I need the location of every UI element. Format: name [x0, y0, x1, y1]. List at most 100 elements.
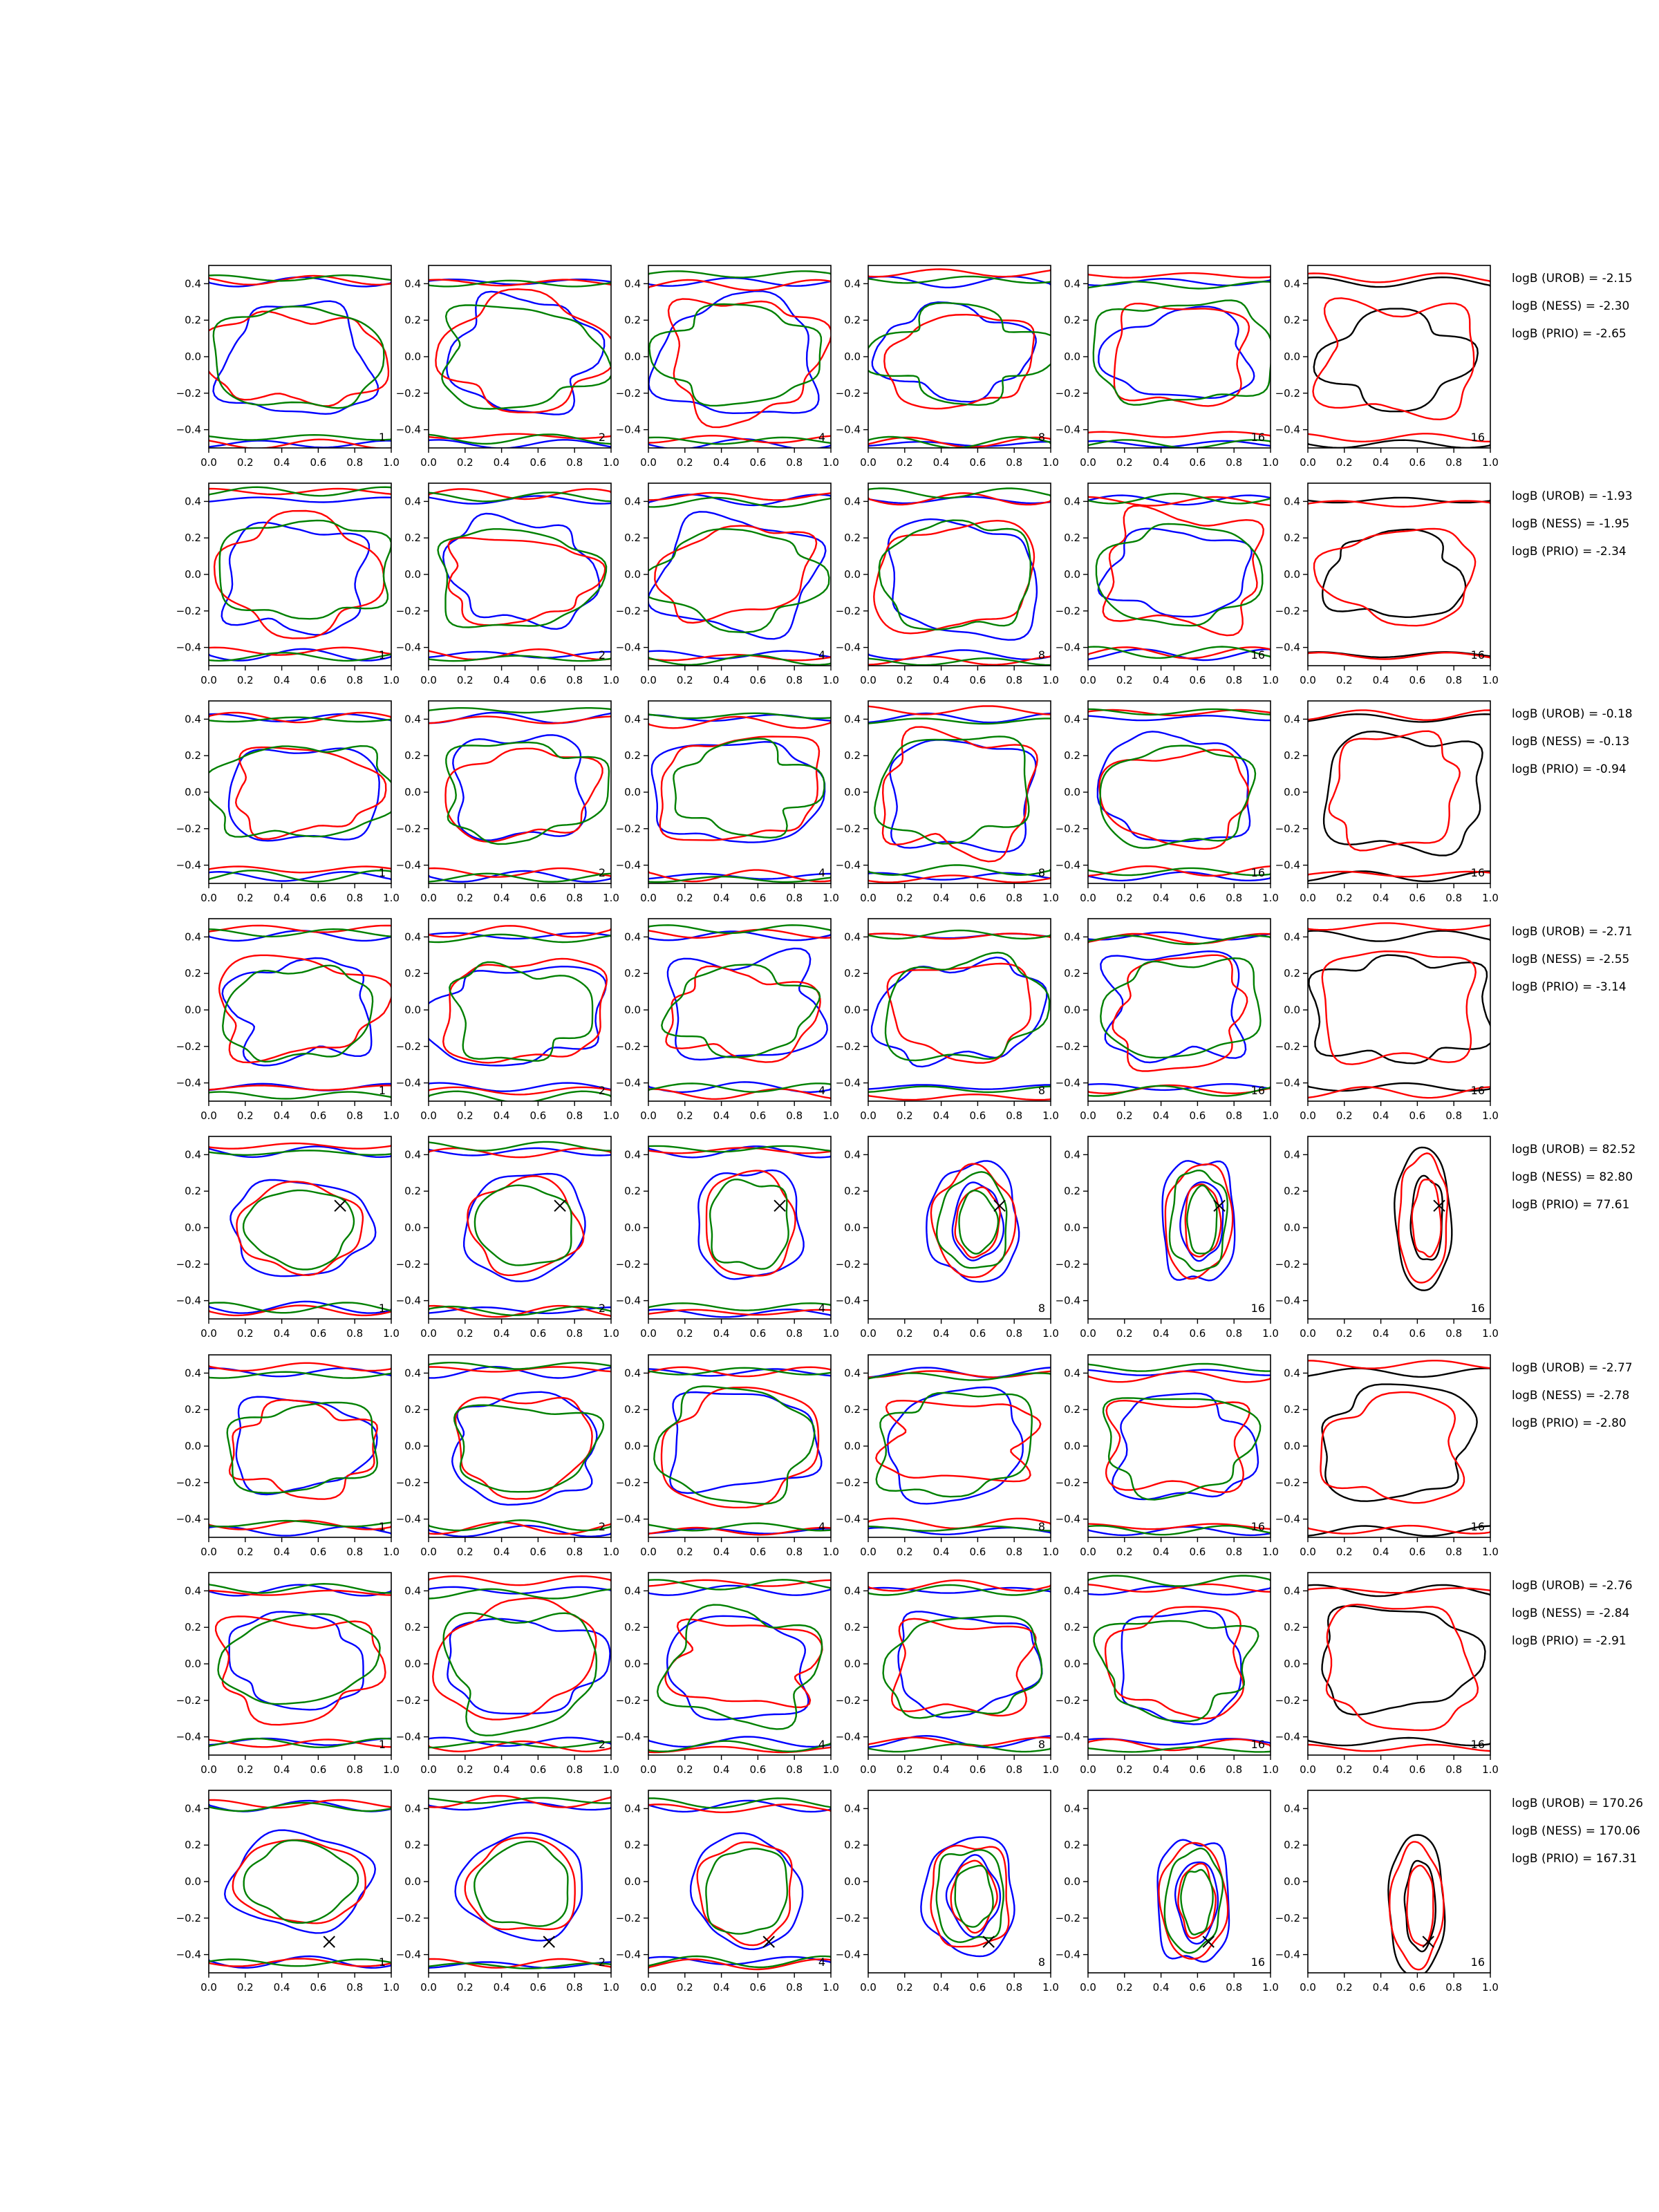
- green-contour: [1100, 957, 1262, 1059]
- red-contour: [429, 1521, 611, 1535]
- panel-label: 4: [818, 1302, 825, 1315]
- y-tick-label: −0.4: [176, 1077, 201, 1089]
- x-tick-label: 0.8: [1006, 1109, 1022, 1122]
- red-contour: [429, 433, 611, 440]
- x-tick-label: 0.8: [346, 892, 363, 904]
- red-contour: [665, 965, 821, 1063]
- black-contour: [1313, 308, 1479, 413]
- black-contour: [1308, 1584, 1490, 1597]
- x-tick-label: 1.0: [1262, 1546, 1279, 1558]
- blue-contour: [868, 1367, 1051, 1378]
- x-tick-label: 0.2: [457, 456, 474, 469]
- logB-annotations-row-4: logB (UROB) = -2.71 logB (NESS) = -2.55 lo…: [1512, 925, 1633, 994]
- x-tick-label: 0.6: [969, 456, 986, 469]
- green-contour: [958, 1190, 1000, 1255]
- y-tick-label: −0.4: [616, 641, 641, 654]
- x-tick-label: 0.8: [786, 1546, 803, 1558]
- y-tick-label: 0.2: [404, 1621, 421, 1633]
- red-contour: [1398, 1152, 1449, 1284]
- x-tick-label: 0.2: [1116, 456, 1133, 469]
- y-tick-label: 0.0: [1064, 1658, 1080, 1670]
- y-tick-label: 0.0: [844, 1658, 861, 1670]
- blue-contour: [221, 521, 371, 636]
- contour-group: [868, 1367, 1051, 1536]
- y-tick-label: −0.4: [616, 1949, 641, 1961]
- x-tick-label: 0.4: [494, 1763, 510, 1776]
- panel-r7-c1: 0.0 0.2 0.4 0.6 0.8 1.0 0.4 0.2 0.0 −0.2 −0.4 1: [176, 1572, 400, 1776]
- y-tick-label: 0.2: [1064, 532, 1080, 544]
- y-tick-label: −0.2: [1056, 387, 1080, 400]
- y-tick-label: 0.0: [185, 568, 201, 581]
- x-tick-label: 0.2: [897, 1546, 913, 1558]
- x-tick-label: 0.2: [237, 1763, 254, 1776]
- y-tick-label: −0.4: [176, 424, 201, 436]
- y-tick-label: 0.2: [844, 1185, 861, 1197]
- blue-contour: [666, 1615, 809, 1721]
- green-contour: [209, 1958, 391, 1967]
- panel-r4-c1: 0.0 0.2 0.4 0.6 0.8 1.0 0.4 0.2 0.0 −0.2 −0.4 1: [176, 918, 400, 1122]
- x-tick-label: 0.4: [274, 1109, 290, 1122]
- red-contour: [429, 925, 611, 938]
- y-tick-label: 0.0: [624, 568, 641, 581]
- x-tick-label: 0.6: [749, 1109, 766, 1122]
- y-tick-label: −0.4: [836, 1949, 861, 1961]
- red-contour: [648, 1309, 831, 1316]
- x-tick-label: 0.6: [1189, 1109, 1206, 1122]
- panel-label: 8: [1038, 1302, 1045, 1315]
- x-tick-label: 0.8: [1226, 1981, 1242, 1994]
- panel-r2-c2: 0.0 0.2 0.4 0.6 0.8 1.0 0.4 0.2 0.0 −0.2 −0.4 2: [396, 482, 619, 686]
- panel-label: 8: [1038, 1520, 1045, 1533]
- x-tick-label: 1.0: [1042, 1327, 1059, 1340]
- y-tick-label: 0.2: [844, 1839, 861, 1851]
- red-contour: [1411, 1179, 1442, 1258]
- y-tick-label: −0.2: [616, 823, 641, 835]
- panel-r5-c3: 0.0 0.2 0.4 0.6 0.8 1.0 0.4 0.2 0.0 −0.2 −0.4 4: [616, 1136, 839, 1340]
- y-tick-label: 0.0: [844, 568, 861, 581]
- x-tick-label: 0.6: [1189, 1546, 1206, 1558]
- panel-label: 4: [818, 431, 825, 444]
- y-tick-label: 0.0: [1064, 1221, 1080, 1234]
- panel-label: 1: [379, 1302, 386, 1315]
- y-tick-label: −0.2: [1275, 1694, 1300, 1707]
- panel-label: 16: [1471, 431, 1485, 444]
- logB-label: logB (UROB) = 82.52: [1512, 1143, 1635, 1156]
- black-contour: [1308, 496, 1490, 504]
- y-tick-label: −0.4: [836, 1513, 861, 1526]
- y-tick-label: 0.2: [185, 1621, 201, 1633]
- x-tick-label: 1.0: [603, 892, 619, 904]
- red-contour: [648, 1958, 831, 1971]
- panel-label: 16: [1251, 1302, 1265, 1315]
- green-contour: [429, 1741, 611, 1749]
- y-tick-label: −0.4: [616, 424, 641, 436]
- green-contour: [648, 654, 831, 666]
- y-tick-label: 0.0: [1284, 1658, 1300, 1670]
- axes-frame: [648, 1136, 832, 1320]
- black-contour: [1308, 954, 1490, 1065]
- x-tick-label: 0.2: [1336, 1981, 1353, 1994]
- y-tick-label: −0.2: [1275, 1477, 1300, 1489]
- red-contour: [1308, 1360, 1490, 1369]
- red-contour: [1308, 1587, 1490, 1594]
- blue-contour: [648, 650, 831, 659]
- y-tick-label: −0.4: [396, 1077, 421, 1089]
- y-tick-label: −0.4: [396, 1513, 421, 1526]
- green-contour: [868, 657, 1051, 666]
- y-tick-label: 0.2: [624, 967, 641, 980]
- y-tick-label: 0.0: [404, 1440, 421, 1452]
- injection-marker: [543, 1936, 555, 1948]
- panel-label: 2: [599, 648, 606, 662]
- blue-contour: [868, 1586, 1051, 1594]
- x-tick-label: 0.6: [529, 1763, 546, 1776]
- green-contour: [673, 738, 825, 839]
- axes-frame: [868, 918, 1051, 1102]
- x-tick-label: 0.4: [1153, 456, 1170, 469]
- x-tick-label: 0.2: [897, 1109, 913, 1122]
- panel-label: 1: [379, 1084, 386, 1097]
- green-contour: [429, 1305, 611, 1316]
- panel-r6-c2: 0.0 0.2 0.4 0.6 0.8 1.0 0.4 0.2 0.0 −0.2 −0.4 2: [396, 1354, 619, 1558]
- blue-contour: [429, 1524, 611, 1537]
- y-tick-label: −0.4: [616, 1295, 641, 1307]
- x-tick-label: 0.4: [1153, 1763, 1170, 1776]
- x-tick-label: 0.2: [897, 674, 913, 686]
- green-contour: [648, 1302, 831, 1311]
